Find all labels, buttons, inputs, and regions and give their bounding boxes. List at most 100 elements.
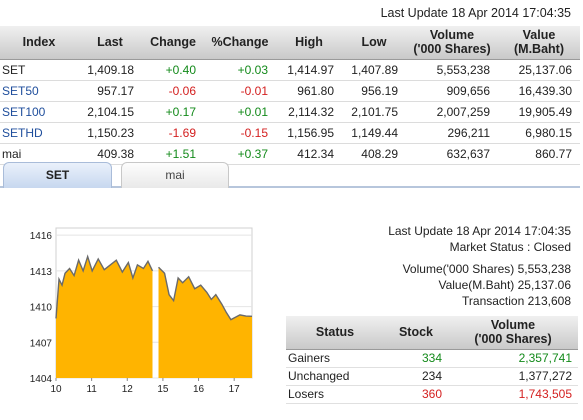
- market-tabs: SET mai: [0, 162, 580, 188]
- value-value: 16,439.30: [498, 80, 580, 102]
- value-value: 25,137.06: [498, 59, 580, 81]
- pct-change-value: -0.15: [204, 122, 276, 144]
- transaction-count: Transaction 213,608: [462, 294, 571, 308]
- pct-change-value: -0.01: [204, 80, 276, 102]
- pct-change-value: +0.03: [204, 59, 276, 81]
- gainers-volume: 2,357,741: [448, 349, 578, 368]
- col-breadth-volume: Volume ('000 Shares): [448, 316, 578, 350]
- col-volume-label: Volume ('000 Shares): [413, 28, 491, 57]
- high-value: 1,156.95: [276, 122, 342, 144]
- index-name: SET: [0, 59, 78, 81]
- gainers-label: Gainers: [286, 349, 384, 368]
- last-value: 1,409.18: [78, 59, 142, 81]
- table-row: Gainers 334 2,357,741: [286, 349, 578, 368]
- table-row: SET50 957.17 -0.06 -0.01 961.80 956.19 9…: [0, 80, 580, 102]
- table-row: Unchanged 234 1,377,272: [286, 367, 578, 386]
- tab-set[interactable]: SET: [3, 162, 112, 188]
- col-stock: Stock: [384, 316, 448, 350]
- value-value: 6,980.15: [498, 122, 580, 144]
- panel-last-update: Last Update 18 Apr 2014 17:04:35: [388, 224, 571, 238]
- change-value: +0.40: [142, 59, 204, 81]
- low-value: 956.19: [342, 80, 406, 102]
- unchanged-label: Unchanged: [286, 367, 384, 386]
- last-value: 1,150.23: [78, 122, 142, 144]
- pct-change-value: +0.01: [204, 101, 276, 123]
- table-row: SET100 2,104.15 +0.17 +0.01 2,114.32 2,1…: [0, 101, 580, 123]
- low-value: 408.29: [342, 143, 406, 165]
- change-value: +0.17: [142, 101, 204, 123]
- high-value: 412.34: [276, 143, 342, 165]
- col-breadth-volume-label: Volume ('000 Shares): [474, 318, 552, 347]
- y-tick-label: 1404: [30, 374, 53, 385]
- index-link-set100[interactable]: SET100: [0, 101, 78, 123]
- col-pct-change[interactable]: %Change: [204, 26, 276, 60]
- series-line: [55, 254, 154, 319]
- index-link-sethd[interactable]: SETHD: [0, 122, 78, 144]
- losers-stock: 360: [384, 385, 448, 404]
- table-row: SET 1,409.18 +0.40 +0.03 1,414.97 1,407.…: [0, 59, 580, 81]
- col-volume[interactable]: Volume ('000 Shares): [406, 26, 498, 60]
- col-last[interactable]: Last: [78, 26, 142, 60]
- index-link-set50[interactable]: SET50: [0, 80, 78, 102]
- last-value: 957.17: [78, 80, 142, 102]
- unchanged-stock: 234: [384, 367, 448, 386]
- col-value[interactable]: Value (M.Baht): [498, 26, 580, 60]
- table-row: SETHD 1,150.23 -1.69 -0.15 1,156.95 1,14…: [0, 122, 580, 144]
- tab-mai[interactable]: mai: [121, 162, 229, 188]
- volume-value: 2,007,259: [406, 101, 498, 123]
- high-value: 961.80: [276, 80, 342, 102]
- pct-change-value: +0.37: [204, 143, 276, 165]
- x-tick-label: 17: [229, 384, 241, 394]
- low-value: 1,149.44: [342, 122, 406, 144]
- volume-value: 632,637: [406, 143, 498, 165]
- value-value: 19,905.49: [498, 101, 580, 123]
- unchanged-volume: 1,377,272: [448, 367, 578, 386]
- gainers-stock: 334: [384, 349, 448, 368]
- x-tick-label: 15: [157, 384, 169, 394]
- col-change[interactable]: Change: [142, 26, 204, 60]
- x-tick-label: 12: [122, 384, 134, 394]
- col-index[interactable]: Index: [0, 26, 78, 60]
- series-area: [158, 267, 252, 378]
- table-row: Losers 360 1,743,505: [286, 385, 578, 404]
- index-name: mai: [0, 143, 78, 165]
- col-high[interactable]: High: [276, 26, 342, 60]
- col-status: Status: [286, 316, 384, 350]
- high-value: 2,114.32: [276, 101, 342, 123]
- high-value: 1,414.97: [276, 59, 342, 81]
- volume-value: 5,553,238: [406, 59, 498, 81]
- index-table: Index Last Change %Change High Low Volum…: [0, 26, 580, 165]
- series-line: [158, 266, 253, 321]
- losers-volume: 1,743,505: [448, 385, 578, 404]
- volume-value: 909,656: [406, 80, 498, 102]
- x-tick-label: 16: [193, 384, 205, 394]
- index-table-header: Index Last Change %Change High Low Volum…: [0, 26, 580, 60]
- last-value: 409.38: [78, 143, 142, 165]
- col-value-label: Value (M.Baht): [514, 28, 564, 57]
- total-volume: Volume('000 Shares) 5,553,238: [402, 262, 571, 276]
- value-value: 860.77: [498, 143, 580, 165]
- low-value: 1,407.89: [342, 59, 406, 81]
- series-area: [56, 256, 153, 378]
- volume-value: 296,211: [406, 122, 498, 144]
- x-tick-label: 11: [86, 384, 97, 394]
- change-value: -0.06: [142, 80, 204, 102]
- status-table-header: Status Stock Volume ('000 Shares): [286, 316, 578, 350]
- market-status: Market Status : Closed: [449, 240, 571, 254]
- market-breadth-table: Status Stock Volume ('000 Shares) Gainer…: [286, 316, 578, 404]
- col-low[interactable]: Low: [342, 26, 406, 60]
- x-tick-label: 10: [50, 384, 62, 394]
- low-value: 2,101.75: [342, 101, 406, 123]
- last-value: 2,104.15: [78, 101, 142, 123]
- top-last-update: Last Update 18 Apr 2014 17:04:35: [380, 6, 571, 20]
- change-value: +1.51: [142, 143, 204, 165]
- total-value: Value(M.Baht) 25,137.06: [438, 278, 571, 292]
- y-tick-label: 1407: [30, 338, 53, 349]
- y-tick-label: 1416: [30, 231, 53, 242]
- y-tick-label: 1410: [30, 303, 53, 314]
- losers-label: Losers: [286, 385, 384, 404]
- y-tick-label: 1413: [30, 267, 53, 278]
- change-value: -1.69: [142, 122, 204, 144]
- table-row: mai 409.38 +1.51 +0.37 412.34 408.29 632…: [0, 143, 580, 165]
